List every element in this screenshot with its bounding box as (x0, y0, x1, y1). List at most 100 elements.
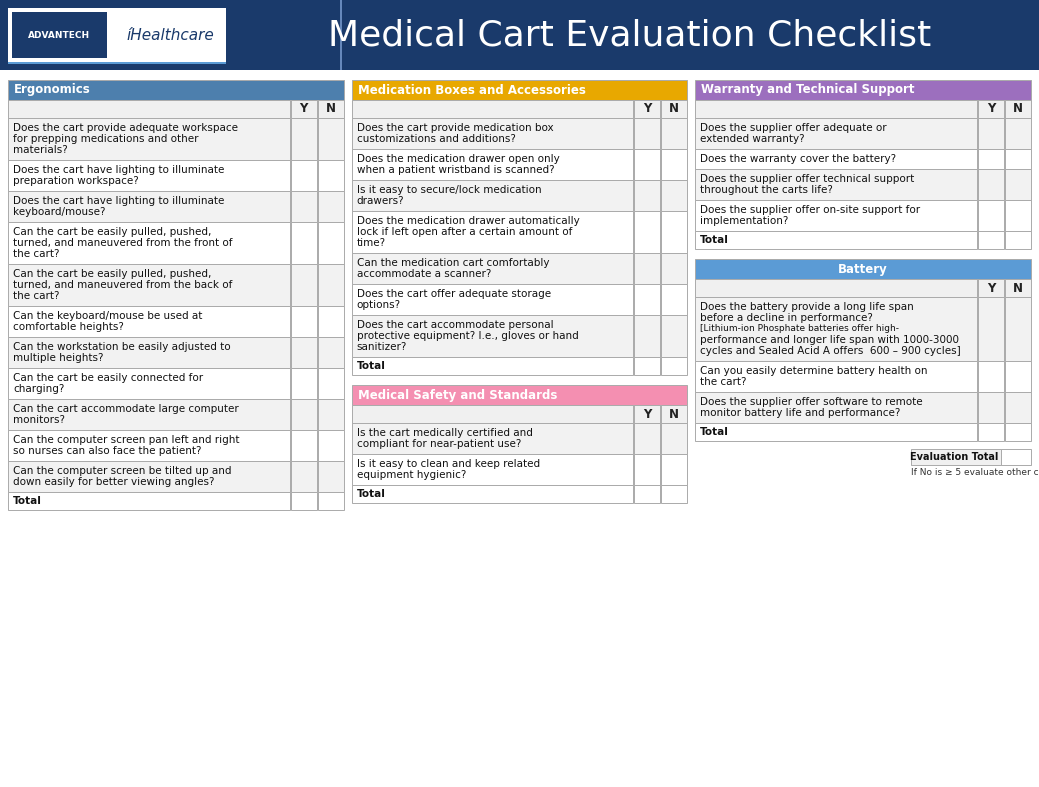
Bar (978, 297, 1004, 361)
Text: Warranty and Technical Support: Warranty and Technical Support (701, 83, 914, 97)
Bar (351, 405, 634, 423)
Bar (695, 231, 977, 249)
Bar (351, 149, 634, 180)
Text: N: N (1013, 102, 1023, 116)
Text: equipment hygienic?: equipment hygienic? (356, 470, 467, 480)
Text: compliant for near-patient use?: compliant for near-patient use? (356, 439, 521, 449)
Bar (291, 492, 317, 510)
Text: Can the cart accommodate large computer: Can the cart accommodate large computer (14, 404, 239, 414)
Bar (8, 492, 290, 510)
Bar (695, 279, 977, 297)
Bar (662, 485, 688, 503)
Text: Can the keyboard/mouse be used at: Can the keyboard/mouse be used at (14, 311, 203, 321)
Text: Medical Safety and Standards: Medical Safety and Standards (357, 389, 557, 401)
Text: extended warranty?: extended warranty? (700, 134, 805, 144)
Bar (635, 180, 661, 211)
Bar (662, 357, 688, 375)
Bar (635, 149, 661, 180)
Bar (351, 211, 634, 253)
Text: Can you easily determine battery health on: Can you easily determine battery health … (700, 366, 928, 376)
Bar (635, 253, 661, 284)
Bar (318, 461, 344, 492)
Text: Y: Y (987, 282, 995, 294)
Bar (662, 118, 688, 149)
Bar (662, 423, 688, 454)
Bar (351, 80, 688, 100)
Text: Can the cart be easily connected for: Can the cart be easily connected for (14, 373, 204, 383)
Bar (8, 399, 290, 430)
Text: Can the medication cart comfortably: Can the medication cart comfortably (356, 258, 550, 268)
Bar (291, 337, 317, 368)
Text: multiple heights?: multiple heights? (14, 353, 104, 363)
Text: sanitizer?: sanitizer? (356, 342, 407, 352)
Text: lock if left open after a certain amount of: lock if left open after a certain amount… (356, 227, 572, 237)
Text: íHealthcare: íHealthcare (126, 28, 214, 42)
Bar (351, 100, 634, 118)
Bar (291, 160, 317, 191)
Bar (8, 160, 290, 191)
Bar (318, 160, 344, 191)
Bar (318, 264, 344, 306)
Text: materials?: materials? (14, 145, 68, 155)
Text: the cart?: the cart? (700, 377, 747, 387)
Bar (8, 8, 227, 62)
Bar (318, 100, 344, 118)
Text: Can the cart be easily pulled, pushed,: Can the cart be easily pulled, pushed, (14, 227, 211, 237)
Bar (318, 368, 344, 399)
Text: Does the supplier offer adequate or: Does the supplier offer adequate or (700, 123, 887, 133)
Bar (351, 118, 634, 149)
Text: Can the computer screen be tilted up and: Can the computer screen be tilted up and (14, 466, 232, 476)
Text: Y: Y (643, 408, 651, 420)
Bar (978, 200, 1004, 231)
Bar (291, 118, 317, 160)
Bar (662, 253, 688, 284)
Bar (1005, 423, 1031, 441)
Bar (1005, 100, 1031, 118)
Bar (635, 357, 661, 375)
Bar (351, 454, 634, 485)
Bar (351, 315, 634, 357)
Bar (635, 454, 661, 485)
Bar (635, 100, 661, 118)
Text: N: N (669, 408, 680, 420)
Text: customizations and additions?: customizations and additions? (356, 134, 515, 144)
Bar (291, 100, 317, 118)
Text: N: N (669, 102, 680, 116)
Text: Battery: Battery (838, 263, 888, 275)
Bar (8, 461, 290, 492)
Text: Does the medication drawer open only: Does the medication drawer open only (356, 154, 559, 164)
Text: protective equipment? I.e., gloves or hand: protective equipment? I.e., gloves or ha… (356, 331, 579, 341)
Text: Does the medication drawer automatically: Does the medication drawer automatically (356, 216, 580, 226)
Text: Can the cart be easily pulled, pushed,: Can the cart be easily pulled, pushed, (14, 269, 211, 279)
Text: N: N (1013, 282, 1023, 294)
Text: [Lithium-ion Phosphate batteries offer high-: [Lithium-ion Phosphate batteries offer h… (700, 324, 900, 333)
Text: Does the cart offer adequate storage: Does the cart offer adequate storage (356, 289, 551, 299)
Text: for prepping medications and other: for prepping medications and other (14, 134, 198, 144)
Text: throughout the carts life?: throughout the carts life? (700, 185, 833, 195)
Bar (978, 149, 1004, 169)
Bar (8, 62, 227, 64)
Bar (695, 118, 977, 149)
Bar (318, 191, 344, 222)
Bar (1005, 169, 1031, 200)
Bar (662, 405, 688, 423)
Bar (318, 430, 344, 461)
Bar (291, 222, 317, 264)
Text: Ergonomics: Ergonomics (14, 83, 90, 97)
Text: Can the workstation be easily adjusted to: Can the workstation be easily adjusted t… (14, 342, 231, 352)
Bar (635, 405, 661, 423)
Bar (1001, 449, 1031, 465)
Bar (635, 284, 661, 315)
Bar (1005, 118, 1031, 149)
Text: If No is ≥ 5 evaluate other cart options: If No is ≥ 5 evaluate other cart options (911, 468, 1039, 477)
Text: Does the supplier offer technical support: Does the supplier offer technical suppor… (700, 174, 914, 184)
Bar (635, 315, 661, 357)
Text: preparation workspace?: preparation workspace? (14, 176, 139, 186)
Text: turned, and maneuvered from the back of: turned, and maneuvered from the back of (14, 280, 233, 290)
Text: Total: Total (700, 235, 729, 245)
Text: monitors?: monitors? (14, 415, 65, 425)
Bar (635, 423, 661, 454)
Bar (695, 392, 977, 423)
Bar (978, 118, 1004, 149)
Text: Does the cart have lighting to illuminate: Does the cart have lighting to illuminat… (14, 196, 224, 206)
